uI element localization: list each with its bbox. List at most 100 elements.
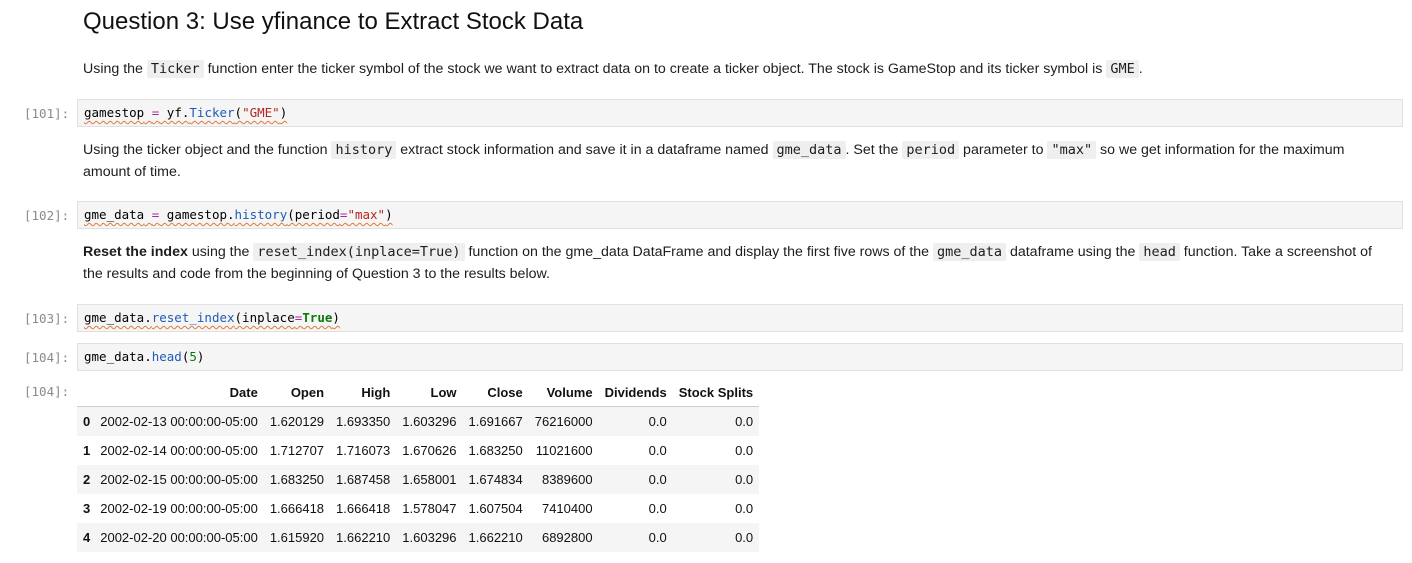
inline-code-head: head [1139, 243, 1180, 261]
table-cell: 0.0 [648, 414, 667, 429]
table-cell: 76216000 [534, 414, 593, 429]
inline-code-gme-data: gme_data [932, 243, 1007, 261]
input-prompt: [102]: [24, 208, 70, 223]
code-token: gme_data.head(5) [84, 349, 205, 364]
column-header: Open [263, 378, 331, 407]
column-header [77, 378, 95, 407]
column-header: Volume [528, 378, 599, 407]
table-cell: 1.578047 [402, 501, 457, 516]
text: . [1138, 61, 1143, 77]
column-header: Close [462, 378, 529, 407]
table-cell: 1.683250 [468, 443, 523, 458]
table-cell: 0.0 [648, 443, 667, 458]
table-cell: 0.0 [648, 472, 667, 487]
text: parameter to [959, 142, 1048, 158]
code-token: gamestop = yf.Ticker("GME") [84, 105, 288, 120]
table-cell: 0.0 [648, 530, 667, 545]
row-index: 3 [83, 501, 91, 516]
code-cell-101[interactable]: gamestop = yf.Ticker("GME") [77, 99, 1403, 127]
column-header: Dividends [598, 378, 673, 407]
text: function enter the ticker symbol of the … [203, 61, 1107, 77]
table-cell: 0.0 [735, 501, 754, 516]
markdown-paragraph-reset-index: Reset the index using the reset_index(in… [83, 241, 1373, 285]
column-header: High [330, 378, 397, 407]
column-header: Low [396, 378, 463, 407]
table-cell: 8389600 [541, 472, 593, 487]
table-cell: 1.712707 [269, 443, 325, 458]
input-prompt: [104]: [24, 350, 70, 365]
row-index: 2 [83, 472, 91, 487]
table-cell: 1.687458 [336, 472, 391, 487]
bold-text: Reset the index [83, 244, 188, 260]
table-cell: 1.658001 [402, 472, 457, 487]
code-token: gme_data.reset_index(inplace=True) [84, 310, 340, 325]
code-token: gme_data = gamestop.history(period="max"… [84, 207, 393, 222]
table-cell: 1.691667 [468, 414, 523, 429]
table-cell: 1.603296 [402, 414, 457, 429]
table-row: 0 2002-02-13 00:00:00-05:00 1.620129 1.6… [77, 406, 760, 436]
markdown-paragraph-history: Using the ticker object and the function… [83, 139, 1373, 183]
markdown-paragraph-ticker: Using the Ticker function enter the tick… [83, 58, 1373, 80]
input-prompt: [103]: [24, 311, 70, 326]
table-cell: 2002-02-14 00:00:00-05:00 [100, 443, 258, 458]
table-cell: 1.683250 [269, 472, 325, 487]
input-prompt: [101]: [24, 106, 70, 121]
text: Using the [83, 61, 147, 77]
table-cell: 1.666418 [336, 501, 391, 516]
table-cell: 1.603296 [402, 530, 457, 545]
column-header: Stock Splits [672, 378, 760, 407]
text: so we get information for the maximum am… [83, 142, 1345, 180]
text: . Set the [845, 142, 903, 158]
table-cell: 0.0 [735, 472, 754, 487]
inline-code-gme-data: gme_data [772, 141, 846, 159]
table-cell: 1.716073 [336, 443, 391, 458]
text: function. Take a screenshot of the resul… [83, 244, 1373, 282]
table-cell: 0.0 [735, 414, 754, 429]
table-row: 2 2002-02-15 00:00:00-05:00 1.683250 1.6… [77, 465, 760, 494]
table-cell: 0.0 [648, 501, 667, 516]
table-cell: 1.666418 [269, 501, 325, 516]
row-index: 0 [83, 414, 91, 429]
column-header: Date [94, 378, 264, 407]
table-cell: 0.0 [735, 443, 754, 458]
row-index: 4 [83, 530, 91, 545]
table-cell: 2002-02-19 00:00:00-05:00 [100, 501, 258, 516]
text: Using the ticker object and the function [83, 142, 332, 158]
table-cell: 1.607504 [468, 501, 523, 516]
dataframe-output-table: Date Open High Low Close Volume Dividend… [77, 378, 760, 552]
output-prompt: [104]: [24, 384, 70, 399]
table-row: 4 2002-02-20 00:00:00-05:00 1.615920 1.6… [77, 523, 760, 552]
table-cell: 1.615920 [269, 530, 325, 545]
code-cell-103[interactable]: gme_data.reset_index(inplace=True) [77, 304, 1403, 332]
text: function on the gme_data DataFrame and d… [464, 244, 933, 260]
table-row: 1 2002-02-14 00:00:00-05:00 1.712707 1.7… [77, 436, 759, 465]
section-heading: Question 3: Use yfinance to Extract Stoc… [83, 8, 584, 35]
inline-code-history: history [331, 141, 397, 159]
text: dataframe using the [1006, 244, 1140, 260]
table-row: 3 2002-02-19 00:00:00-05:00 1.666418 1.6… [77, 494, 759, 523]
table-cell: 2002-02-13 00:00:00-05:00 [100, 414, 258, 429]
text: extract stock information and save it in… [396, 142, 773, 158]
table-cell: 1.662210 [336, 530, 391, 545]
inline-code-reset-index: reset_index(inplace=True) [253, 243, 465, 261]
table-cell: 2002-02-15 00:00:00-05:00 [100, 472, 258, 487]
text: using the [187, 244, 254, 260]
inline-code-max: "max" [1047, 141, 1097, 159]
code-cell-104[interactable]: gme_data.head(5) [77, 343, 1403, 371]
table-cell: 0.0 [735, 530, 754, 545]
table-cell: 6892800 [541, 530, 593, 545]
table-cell: 11021600 [535, 443, 593, 458]
table-cell: 1.670626 [402, 443, 457, 458]
table-cell: 1.674834 [468, 472, 523, 487]
row-index: 1 [83, 443, 91, 458]
table-header-row: Date Open High Low Close Volume Dividend… [77, 378, 760, 407]
table-cell: 1.693350 [336, 414, 391, 429]
inline-code-gme: GME [1106, 60, 1139, 78]
table-cell: 2002-02-20 00:00:00-05:00 [100, 530, 258, 545]
inline-code-ticker: Ticker [146, 60, 204, 78]
code-cell-102[interactable]: gme_data = gamestop.history(period="max"… [77, 201, 1403, 229]
inline-code-period: period [902, 141, 960, 159]
table-cell: 7410400 [541, 501, 593, 516]
table-cell: 1.620129 [269, 414, 325, 429]
table-cell: 1.662210 [468, 530, 523, 545]
